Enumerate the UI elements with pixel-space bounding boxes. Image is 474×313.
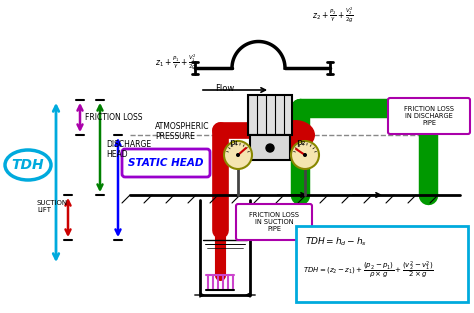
FancyBboxPatch shape <box>122 149 210 177</box>
FancyBboxPatch shape <box>250 135 290 160</box>
Circle shape <box>303 153 307 157</box>
Text: ATMOSPHERIC
PRESSURE: ATMOSPHERIC PRESSURE <box>155 122 210 141</box>
Text: p₁: p₁ <box>229 138 239 147</box>
Text: TDH: TDH <box>12 158 44 172</box>
Ellipse shape <box>275 120 315 150</box>
FancyBboxPatch shape <box>236 204 312 240</box>
Text: $z_1+\frac{P_1}{\gamma}+\frac{V_1^2}{2g}$: $z_1+\frac{P_1}{\gamma}+\frac{V_1^2}{2g}… <box>155 52 197 72</box>
Text: $TDH=(z_2-z_1)+\dfrac{(p_2-p_1)}{\rho \times g}+\dfrac{(v_2^2-v_1^2)}{2\times g}: $TDH=(z_2-z_1)+\dfrac{(p_2-p_1)}{\rho \t… <box>303 260 434 281</box>
Text: SUCTION
LIFT: SUCTION LIFT <box>37 200 68 213</box>
Text: p₂: p₂ <box>296 138 306 147</box>
Text: $z_2+\frac{P_2}{\gamma}+\frac{V_2^2}{2g}$: $z_2+\frac{P_2}{\gamma}+\frac{V_2^2}{2g}… <box>312 5 354 25</box>
Circle shape <box>224 141 252 169</box>
Text: DISCHARGE
HEAD: DISCHARGE HEAD <box>106 140 151 159</box>
Text: FRICTION LOSS
IN SUCTION
PIPE: FRICTION LOSS IN SUCTION PIPE <box>249 212 299 232</box>
Text: $TDH=h_d-h_s$: $TDH=h_d-h_s$ <box>305 235 367 248</box>
Circle shape <box>236 153 240 157</box>
FancyBboxPatch shape <box>248 95 292 135</box>
Text: FRICTION LOSS
IN DISCHARGE
PIPE: FRICTION LOSS IN DISCHARGE PIPE <box>404 106 454 126</box>
FancyBboxPatch shape <box>296 226 468 302</box>
Circle shape <box>266 144 274 152</box>
Ellipse shape <box>5 150 51 180</box>
Text: Flow: Flow <box>215 84 234 93</box>
Text: FRICTION LOSS: FRICTION LOSS <box>85 113 143 122</box>
Circle shape <box>291 141 319 169</box>
FancyBboxPatch shape <box>388 98 470 134</box>
Text: STATIC HEAD: STATIC HEAD <box>128 158 204 168</box>
